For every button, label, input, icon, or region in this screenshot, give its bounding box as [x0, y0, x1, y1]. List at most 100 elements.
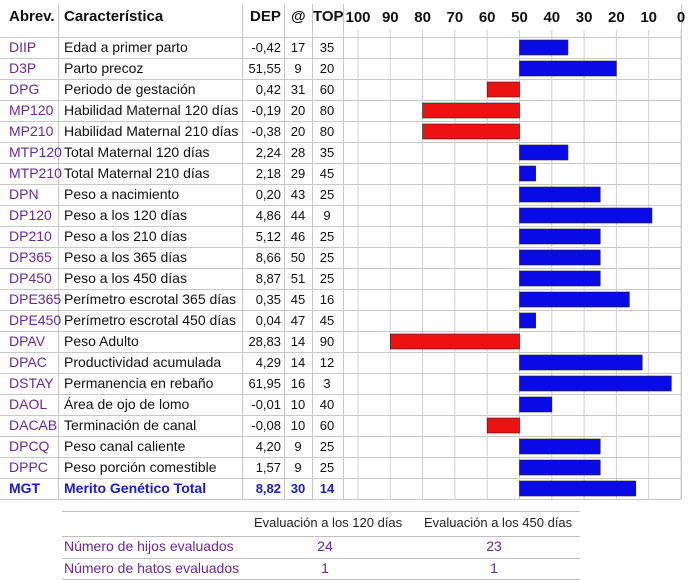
row-characteristic: Edad a primer parto: [64, 39, 188, 55]
row-characteristic: Terminación de canal: [64, 417, 197, 433]
row-abbreviation: DPN: [9, 186, 39, 202]
footer-header-450: Evaluación a los 450 días: [424, 515, 573, 530]
footer-divider: [62, 511, 580, 512]
row-accuracy: 45: [290, 292, 306, 307]
row-top: 60: [319, 82, 335, 97]
row-top: 25: [319, 439, 335, 454]
row-characteristic: Total Maternal 120 días: [64, 144, 210, 160]
row-top: 20: [319, 61, 335, 76]
row-dep: 51,55: [248, 61, 281, 76]
grid-horizontal-line: [0, 226, 681, 227]
row-top: 25: [319, 250, 335, 265]
row-top: 35: [319, 40, 335, 55]
row-abbreviation: MTP120: [9, 144, 62, 160]
row-accuracy: 43: [290, 187, 306, 202]
header-desc: Característica: [64, 8, 164, 25]
grid-horizontal-line: [0, 184, 681, 185]
row-top: 60: [319, 418, 335, 433]
row-abbreviation: DP210: [9, 228, 52, 244]
row-abbreviation: DPAV: [9, 333, 46, 349]
bar-dpn: [519, 186, 601, 203]
row-abbreviation: DPCQ: [9, 438, 50, 454]
row-accuracy: 31: [290, 82, 306, 97]
row-characteristic: Habilidad Maternal 210 días: [64, 123, 239, 139]
row-dep: 2,24: [255, 145, 281, 160]
row-top: 16: [319, 292, 335, 307]
row-characteristic: Habilidad Maternal 120 días: [64, 102, 239, 118]
row-accuracy: 14: [290, 334, 306, 349]
row-accuracy: 28: [290, 145, 306, 160]
bar-dstay: [519, 375, 672, 392]
row-dep: 4,29: [255, 355, 281, 370]
grid-horizontal-line: [0, 247, 681, 248]
row-top: 35: [319, 145, 335, 160]
grid-horizontal-line: [0, 289, 681, 290]
row-abbreviation: D3P: [9, 60, 37, 76]
bar-diip: [519, 39, 569, 56]
bar-dp365: [519, 249, 601, 266]
grid-horizontal-line: [0, 268, 681, 269]
row-accuracy: 9: [294, 439, 302, 454]
row-abbreviation: MGT: [9, 480, 41, 496]
axis-tick-label: 80: [414, 9, 431, 26]
grid-vertical-line: [58, 4, 59, 499]
bar-mp120: [422, 102, 520, 119]
row-characteristic: Perímetro escrotal 450 días: [64, 312, 236, 328]
bar-d3p: [519, 60, 617, 77]
axis-tick-label: 30: [576, 9, 593, 26]
row-abbreviation: MP210: [9, 123, 54, 139]
row-abbreviation: DP365: [9, 249, 52, 265]
footer-value-hatos-120: 1: [321, 560, 329, 576]
axis-tick-label: 60: [479, 9, 496, 26]
axis-tick-label: 70: [447, 9, 464, 26]
row-characteristic: Peso a los 450 días: [64, 270, 187, 286]
row-abbreviation: DPAC: [9, 354, 47, 370]
grid-horizontal-line: [0, 100, 681, 101]
row-top: 90: [319, 334, 335, 349]
row-characteristic: Perímetro escrotal 365 días: [64, 291, 236, 307]
footer-value-hijos-450: 23: [486, 538, 502, 554]
bar-daol: [519, 396, 553, 413]
row-dep: -0,38: [251, 124, 281, 139]
row-top: 25: [319, 229, 335, 244]
row-accuracy: 30: [290, 481, 306, 496]
row-characteristic: Total Maternal 210 días: [64, 165, 210, 181]
row-characteristic: Peso Adulto: [64, 333, 139, 349]
row-accuracy: 47: [290, 313, 306, 328]
row-dep: 0,20: [255, 187, 281, 202]
grid-horizontal-line: [0, 163, 681, 164]
row-characteristic: Periodo de gestación: [64, 81, 196, 97]
row-characteristic: Peso a los 210 días: [64, 228, 187, 244]
row-characteristic: Permanencia en rebaño: [64, 375, 214, 391]
bar-mgt: [519, 480, 637, 497]
row-dep: 4,20: [255, 439, 281, 454]
row-abbreviation: MP120: [9, 102, 54, 118]
axis-tick-label: 50: [511, 9, 528, 26]
row-dep: 5,12: [255, 229, 281, 244]
header-at: @: [291, 8, 306, 25]
bar-dppc: [519, 459, 601, 476]
row-dep: 0,35: [255, 292, 281, 307]
grid-horizontal-line: [0, 121, 681, 122]
row-accuracy: 46: [290, 229, 306, 244]
row-dep: 28,83: [248, 334, 281, 349]
row-accuracy: 16: [290, 376, 306, 391]
grid-vertical-line: [284, 4, 285, 499]
row-dep: -0,01: [251, 397, 281, 412]
row-top: 40: [319, 397, 335, 412]
grid-horizontal-line: [0, 436, 681, 437]
row-accuracy: 10: [290, 397, 306, 412]
row-abbreviation: MTP210: [9, 165, 62, 181]
row-characteristic: Peso porción comestible: [64, 459, 217, 475]
row-dep: -0,08: [251, 418, 281, 433]
footer-divider: [62, 558, 580, 559]
row-characteristic: Merito Genético Total: [64, 480, 207, 496]
row-top: 25: [319, 460, 335, 475]
row-accuracy: 50: [290, 250, 306, 265]
axis-tick-label: 20: [608, 9, 625, 26]
bar-dp210: [519, 228, 601, 245]
bar-dacab: [486, 417, 520, 434]
row-accuracy: 17: [290, 40, 306, 55]
bar-mp210: [422, 123, 520, 140]
main-table: Abrev. Característica DEP @ TOP DIIP Edad…: [0, 4, 685, 500]
